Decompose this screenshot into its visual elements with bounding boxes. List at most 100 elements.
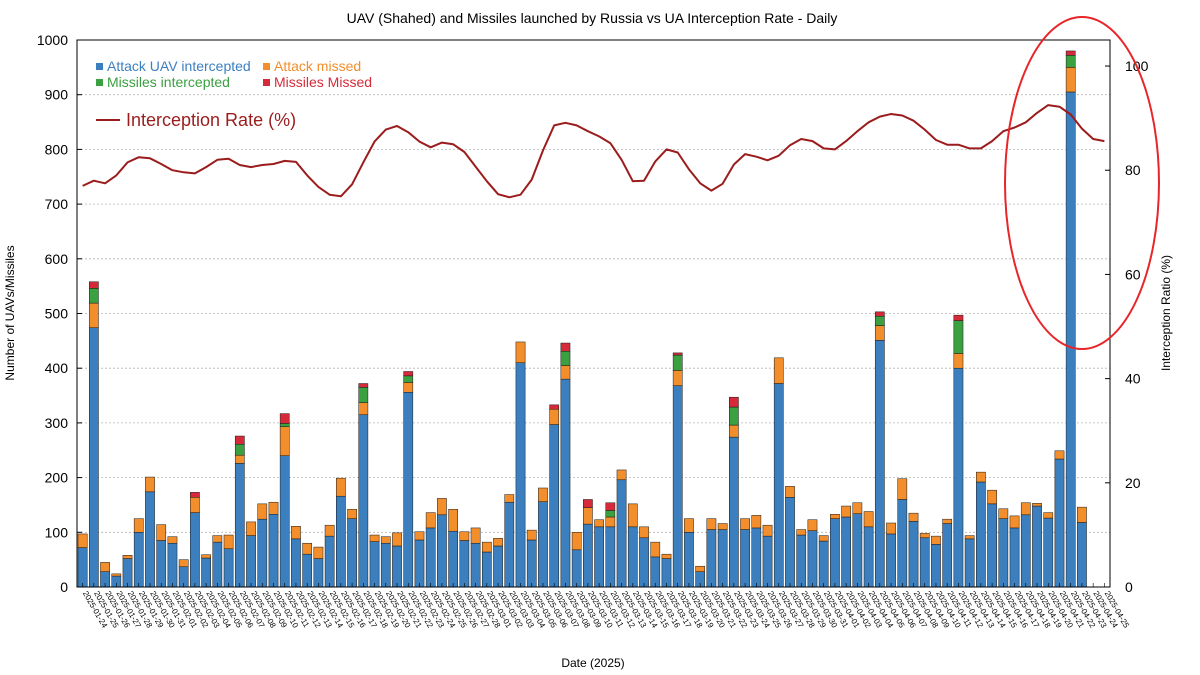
bar-segment-missiles-intercepted [672, 354, 683, 371]
bar-segment-attack-uav-intercepted [1077, 522, 1087, 588]
bar-segment-attack-uav-intercepted [740, 529, 750, 588]
bar-segment-attack-missed [380, 536, 391, 544]
bar-segment-attack-missed [852, 502, 863, 514]
bar-segment-attack-uav-intercepted [773, 383, 784, 588]
bar-segment-attack-missed [560, 365, 571, 380]
bar-segment-attack-missed [785, 486, 795, 498]
bar-segment-attack-uav-intercepted [998, 518, 1009, 588]
bar-segment-attack-missed [717, 523, 728, 530]
bar-segment-attack-uav-intercepted [560, 378, 571, 588]
bar-segment-attack-uav-intercepted [302, 553, 313, 588]
bar-segment-attack-uav-intercepted [1043, 517, 1054, 588]
bar-segment-attack-missed [762, 524, 773, 537]
legend: Attack UAV intercepted Attack missedMissi… [96, 58, 372, 130]
bar-segment-attack-uav-intercepted [201, 557, 211, 588]
bar-segment-attack-missed [291, 526, 301, 540]
bar-segment-attack-uav-intercepted [156, 540, 167, 588]
bar-segment-attack-missed [998, 508, 1009, 519]
bar-segment-attack-uav-intercepted [616, 479, 627, 588]
bar-segment-attack-uav-intercepted [324, 535, 335, 588]
bar-segment-attack-uav-intercepted [336, 495, 346, 588]
bar-segment-attack-missed [976, 471, 986, 483]
bar-segment-attack-missed [145, 476, 155, 493]
bar-segment-attack-missed [324, 524, 335, 537]
bar-segment-attack-missed [919, 533, 930, 539]
bar-segment-attack-missed [931, 535, 941, 545]
bar-series [77, 50, 1087, 588]
bar-segment-attack-missed [1077, 506, 1087, 523]
bar-segment-attack-missed [874, 325, 885, 341]
bar-segment-attack-missed [807, 519, 818, 531]
bar-segment-attack-missed [706, 518, 717, 530]
bar-segment-attack-missed [504, 494, 515, 503]
bar-segment-missiles-missed [403, 371, 414, 377]
y-tick-label: 900 [45, 87, 69, 103]
y-tick-label: 1000 [37, 32, 68, 48]
bar-segment-attack-missed [212, 535, 223, 543]
bar-segment-missiles-missed [549, 404, 560, 410]
bar-segment-attack-missed [728, 424, 739, 438]
bar-segment-attack-uav-intercepted [459, 540, 470, 588]
bar-segment-attack-uav-intercepted [571, 549, 582, 588]
bar-segment-attack-missed [223, 534, 234, 549]
bar-segment-missiles-missed [234, 435, 245, 445]
bar-segment-attack-uav-intercepted [313, 558, 324, 588]
bar-segment-attack-uav-intercepted [425, 527, 436, 588]
bar-segment-attack-missed [100, 562, 110, 572]
bar-segment-attack-missed [437, 498, 447, 516]
bar-segment-attack-uav-intercepted [279, 455, 290, 588]
y2-tick-label: 0 [1125, 579, 1133, 595]
bar-segment-attack-missed [863, 511, 874, 528]
bar-segment-attack-missed [1020, 502, 1031, 516]
bar-segment-attack-uav-intercepted [358, 414, 369, 588]
bar-segment-attack-missed [1065, 67, 1076, 93]
bar-segment-attack-uav-intercepted [672, 385, 683, 588]
bar-segment-missiles-intercepted [560, 350, 571, 366]
bar-segment-attack-missed [414, 531, 425, 541]
bar-segment-attack-uav-intercepted [1009, 527, 1020, 588]
legend-swatch [96, 63, 103, 70]
bar-segment-attack-missed [672, 370, 683, 386]
bar-segment-attack-uav-intercepted [481, 551, 492, 588]
bar-segment-attack-missed [268, 501, 279, 515]
bar-segment-attack-uav-intercepted [246, 535, 256, 588]
y2-tick-label: 40 [1125, 371, 1141, 387]
bar-segment-missiles-missed [190, 492, 200, 498]
bar-segment-attack-missed [684, 518, 694, 533]
bar-segment-missiles-missed [953, 314, 964, 321]
bar-segment-attack-missed [639, 526, 649, 539]
bar-segment-attack-uav-intercepted [639, 537, 649, 588]
bar-segment-attack-uav-intercepted [234, 463, 245, 588]
bar-segment-attack-missed [88, 302, 99, 328]
legend-swatch [263, 63, 270, 70]
bar-segment-missiles-missed [874, 311, 885, 317]
bar-segment-attack-missed [392, 532, 402, 547]
bar-segment-attack-missed [470, 527, 481, 544]
bar-segment-attack-uav-intercepted [380, 542, 391, 588]
bar-segment-attack-uav-intercepted [785, 497, 795, 588]
bar-segment-attack-uav-intercepted [863, 526, 874, 588]
bar-segment-attack-uav-intercepted [515, 362, 526, 588]
bar-segment-attack-uav-intercepted [796, 534, 807, 588]
bar-segment-attack-uav-intercepted [605, 526, 616, 588]
bar-segment-attack-uav-intercepted [874, 340, 885, 588]
bar-segment-attack-missed [201, 554, 211, 559]
bar-segment-attack-uav-intercepted [223, 548, 234, 588]
bar-segment-attack-missed [336, 477, 346, 497]
legend-swatch [96, 79, 103, 86]
bar-segment-attack-missed [538, 487, 548, 502]
bar-segment-attack-uav-intercepted [1054, 458, 1065, 588]
bar-segment-attack-missed [234, 454, 245, 464]
bar-segment-attack-missed [459, 531, 470, 541]
bar-segment-attack-uav-intercepted [257, 518, 268, 588]
bar-segment-attack-missed [77, 533, 88, 548]
bar-segment-attack-uav-intercepted [583, 523, 593, 588]
bar-segment-attack-uav-intercepted [470, 542, 481, 588]
y-tick-label: 100 [45, 524, 69, 540]
bar-segment-attack-uav-intercepted [987, 503, 997, 588]
bar-segment-attack-missed [987, 489, 997, 505]
bar-segment-attack-uav-intercepted [190, 512, 200, 588]
bar-segment-attack-missed [526, 529, 537, 541]
bar-segment-attack-uav-intercepted [897, 499, 908, 588]
bar-segment-attack-uav-intercepted [807, 530, 818, 588]
